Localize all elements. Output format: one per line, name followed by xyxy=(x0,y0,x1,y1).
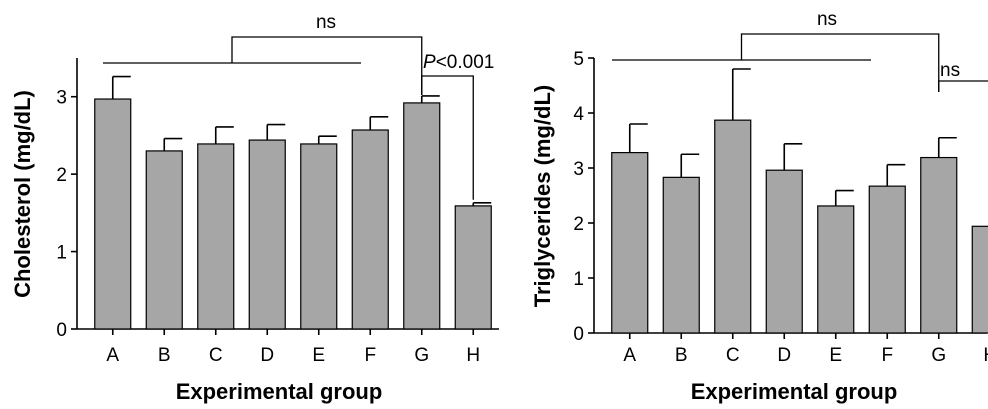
y-axis-title: Cholesterol (mg/dL) xyxy=(10,90,35,298)
bar-h xyxy=(454,205,492,330)
y-tick-label: 4 xyxy=(573,104,584,125)
p-value-label: P<0.001 xyxy=(423,52,494,73)
bar-f xyxy=(351,129,389,330)
triglycerides-chart: 0 1 2 3 4 5 A B C D E F G H Experimental group Triglyce… xyxy=(530,9,988,404)
bar-c xyxy=(714,119,752,334)
cholesterol-chart: 0 1 2 3 A B C D E F G H Experimental group Cholestero… xyxy=(10,12,499,404)
bar-e xyxy=(817,205,855,334)
x-tick-label-d: D xyxy=(260,345,274,366)
y-tick-label: 1 xyxy=(573,269,584,290)
y-tick-label: 0 xyxy=(573,324,584,345)
bar-d xyxy=(248,139,286,330)
bar-a xyxy=(94,98,132,330)
x-tick-label-c: C xyxy=(726,345,740,366)
p-italic: P xyxy=(423,52,436,73)
bar-f xyxy=(868,185,906,334)
bar-g xyxy=(920,156,958,334)
x-tick-label-a: A xyxy=(106,345,119,366)
bar-e xyxy=(300,143,338,330)
x-tick-label-b: B xyxy=(158,345,171,366)
y-tick-label: 1 xyxy=(56,243,67,264)
y-tick-label: 2 xyxy=(573,214,584,235)
y-axis-title: Triglycerides (mg/dL) xyxy=(530,85,555,308)
x-tick-label-d: D xyxy=(777,345,791,366)
x-axis-title: Experimental group xyxy=(691,379,898,404)
x-tick-label-h: H xyxy=(983,345,988,366)
x-tick-label-h: H xyxy=(466,345,480,366)
x-tick-label-g: G xyxy=(414,345,429,366)
x-tick-label-e: E xyxy=(829,345,842,366)
bar-g xyxy=(403,102,441,330)
x-axis-title: Experimental group xyxy=(176,379,383,404)
y-tick-label: 0 xyxy=(56,320,67,341)
ns-bracket xyxy=(740,33,940,92)
p-rest: <0.001 xyxy=(436,52,495,73)
gh-bracket xyxy=(421,75,474,200)
x-tick-label-f: F xyxy=(881,345,893,366)
y-tick-label: 5 xyxy=(573,49,584,70)
bar-h xyxy=(971,225,988,334)
y-tick-label: 3 xyxy=(573,159,584,180)
x-tick-label-g: G xyxy=(931,345,946,366)
ns-label-gh: ns xyxy=(940,60,960,81)
x-tick-label-f: F xyxy=(364,345,376,366)
bar-d xyxy=(765,169,803,334)
x-tick-label-c: C xyxy=(209,345,223,366)
x-tick-label-b: B xyxy=(675,345,688,366)
ns-label: ns xyxy=(316,12,336,33)
gh-bracket xyxy=(938,80,988,92)
ns-bracket xyxy=(231,36,423,95)
bar-b xyxy=(662,176,700,334)
y-tick-label: 3 xyxy=(56,88,67,109)
x-tick-label-a: A xyxy=(623,345,636,366)
bar-a xyxy=(611,152,649,334)
x-tick-label-e: E xyxy=(312,345,325,366)
bar-b xyxy=(145,150,183,330)
bar-c xyxy=(197,143,235,330)
y-tick-label: 2 xyxy=(56,165,67,186)
ns-label: ns xyxy=(817,9,837,30)
